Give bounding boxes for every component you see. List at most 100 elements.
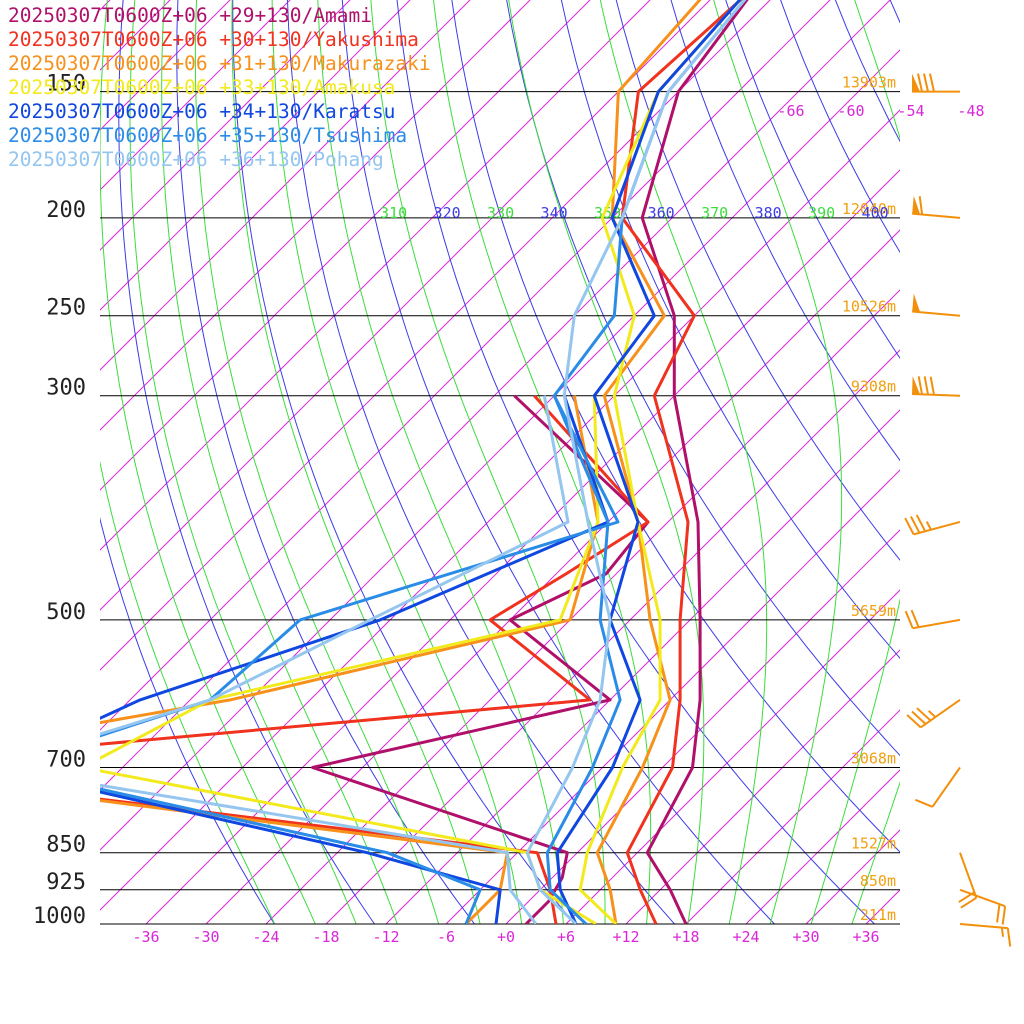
isotherm-label: -66 bbox=[777, 102, 804, 120]
moist-adiabat-line bbox=[194, 0, 440, 924]
pressure-label: 1000 bbox=[33, 904, 86, 929]
wind-barb-full bbox=[1001, 906, 1007, 925]
wind-barb-full bbox=[923, 376, 930, 395]
isotherm-line bbox=[100, 109, 900, 911]
wind-barb bbox=[906, 699, 961, 729]
wind-barb-staff bbox=[931, 766, 961, 808]
isotherm-line bbox=[505, 529, 900, 924]
legend-item-amakusa: 20250307T0600Z+06 +33+130/Amakusa bbox=[8, 76, 396, 99]
wind-barb-full bbox=[918, 196, 924, 215]
moist-adiabat-line bbox=[100, 0, 316, 924]
wind-barb-staff bbox=[912, 618, 961, 630]
legend-item-makurazaki: 20250307T0600Z+06 +31+130/Makurazaki bbox=[8, 52, 431, 75]
dewpoint-trace-6 bbox=[100, 395, 570, 924]
dewpoint-trace-2 bbox=[100, 395, 600, 924]
temperature-trace-1 bbox=[620, 0, 743, 924]
wind-barb-staff bbox=[913, 520, 961, 536]
wind-barb bbox=[911, 376, 961, 397]
dry-adiabat-line bbox=[506, 0, 900, 757]
dry-adiabat-line bbox=[834, 0, 900, 143]
temperature-trace-2 bbox=[595, 0, 702, 924]
temperature-tick-label: -30 bbox=[192, 928, 219, 946]
wind-barb-full bbox=[923, 73, 929, 92]
moist-adiabat-line bbox=[231, 0, 481, 924]
height-label: 3068m bbox=[851, 750, 896, 768]
wind-barb-full bbox=[915, 798, 933, 808]
pressure-label: 500 bbox=[46, 600, 86, 625]
isotherm-line bbox=[926, 0, 1024, 924]
height-label: 1527m bbox=[851, 835, 896, 853]
isotherm-line bbox=[100, 0, 771, 671]
wind-barb-full bbox=[904, 517, 915, 535]
dry-adiabat-line bbox=[615, 0, 900, 561]
temperature-tick-label: +30 bbox=[792, 928, 819, 946]
wind-barb bbox=[912, 73, 960, 93]
wind-barb bbox=[915, 766, 961, 808]
theta-label: 400 bbox=[862, 204, 889, 222]
wind-barb bbox=[912, 195, 961, 219]
theta-label: 390 bbox=[808, 204, 835, 222]
wind-barb-full bbox=[910, 609, 920, 628]
wind-barb-flag bbox=[912, 73, 920, 92]
wind-barb-flag bbox=[912, 376, 921, 395]
temperature-tick-label: -18 bbox=[312, 928, 339, 946]
pressure-label: 700 bbox=[46, 748, 86, 773]
isotherm-line bbox=[100, 0, 711, 611]
isotherm-label: -60 bbox=[837, 102, 864, 120]
dry-adiabat-line bbox=[286, 0, 676, 924]
dry-adiabat-line bbox=[929, 0, 1024, 945]
theta-label: 380 bbox=[755, 204, 782, 222]
theta-label: 340 bbox=[541, 204, 568, 222]
wind-barb-staff bbox=[959, 923, 1008, 930]
wind-barb-full bbox=[911, 710, 927, 725]
dry-adiabat-line bbox=[780, 0, 900, 254]
height-label: 13903m bbox=[842, 74, 896, 92]
wind-barb-full bbox=[906, 714, 922, 729]
wind-barb-flag bbox=[912, 293, 921, 313]
moist-adiabat-line bbox=[810, 0, 900, 924]
isotherm-line bbox=[745, 769, 900, 924]
legend-item-amami: 20250307T0600Z+06 +29+130/Amami bbox=[8, 4, 372, 27]
isotherm-line bbox=[805, 829, 900, 924]
pressure-label: 300 bbox=[46, 376, 86, 401]
wind-barb bbox=[904, 609, 961, 630]
isotherm-line bbox=[265, 289, 900, 924]
dry-adiabat-line bbox=[341, 0, 776, 924]
wind-barb-staff bbox=[912, 310, 961, 317]
temperature-tick-label: -24 bbox=[252, 928, 279, 946]
wind-barb bbox=[904, 514, 961, 536]
wind-barb-full bbox=[916, 707, 932, 722]
theta-label: 360 bbox=[648, 204, 675, 222]
legend-item-pohang: 20250307T0600Z+06 +36+130/Pohang bbox=[8, 148, 384, 171]
dewpoint-trace-1 bbox=[100, 394, 650, 924]
pressure-label: 200 bbox=[46, 198, 86, 223]
isotherm-line bbox=[100, 0, 351, 251]
isotherm-line bbox=[100, 0, 831, 731]
moist-adiabat-line bbox=[851, 781, 900, 924]
temperature-tick-label: -6 bbox=[437, 928, 455, 946]
wind-barb bbox=[958, 852, 978, 909]
isotherm-label: -48 bbox=[957, 102, 984, 120]
wind-barb-full bbox=[960, 896, 977, 909]
wind-barb-half bbox=[927, 710, 937, 718]
isotherm-line bbox=[565, 589, 900, 924]
pressure-label: 150 bbox=[46, 72, 86, 97]
wind-barb-full bbox=[929, 376, 935, 396]
isotherm-line bbox=[100, 0, 591, 491]
isotherm-line bbox=[986, 0, 1024, 924]
pressure-label: 850 bbox=[46, 833, 86, 858]
isotherm-line bbox=[145, 169, 900, 924]
dry-adiabat-line bbox=[451, 0, 900, 853]
temperature-tick-label: -12 bbox=[372, 928, 399, 946]
theta-label: 310 bbox=[380, 204, 407, 222]
dry-adiabat-line bbox=[232, 0, 576, 924]
dry-adiabat-line bbox=[889, 0, 900, 24]
height-label: 5659m bbox=[851, 602, 896, 620]
temperature-tick-label: -36 bbox=[132, 928, 159, 946]
isotherm-line bbox=[100, 0, 531, 431]
temperature-tick-label: +36 bbox=[852, 928, 879, 946]
legend: 20250307T0600Z+06 +29+130/Amami 20250307… bbox=[8, 4, 431, 172]
temperature-tick-label: +18 bbox=[672, 928, 699, 946]
wind-barb-full bbox=[915, 514, 927, 532]
